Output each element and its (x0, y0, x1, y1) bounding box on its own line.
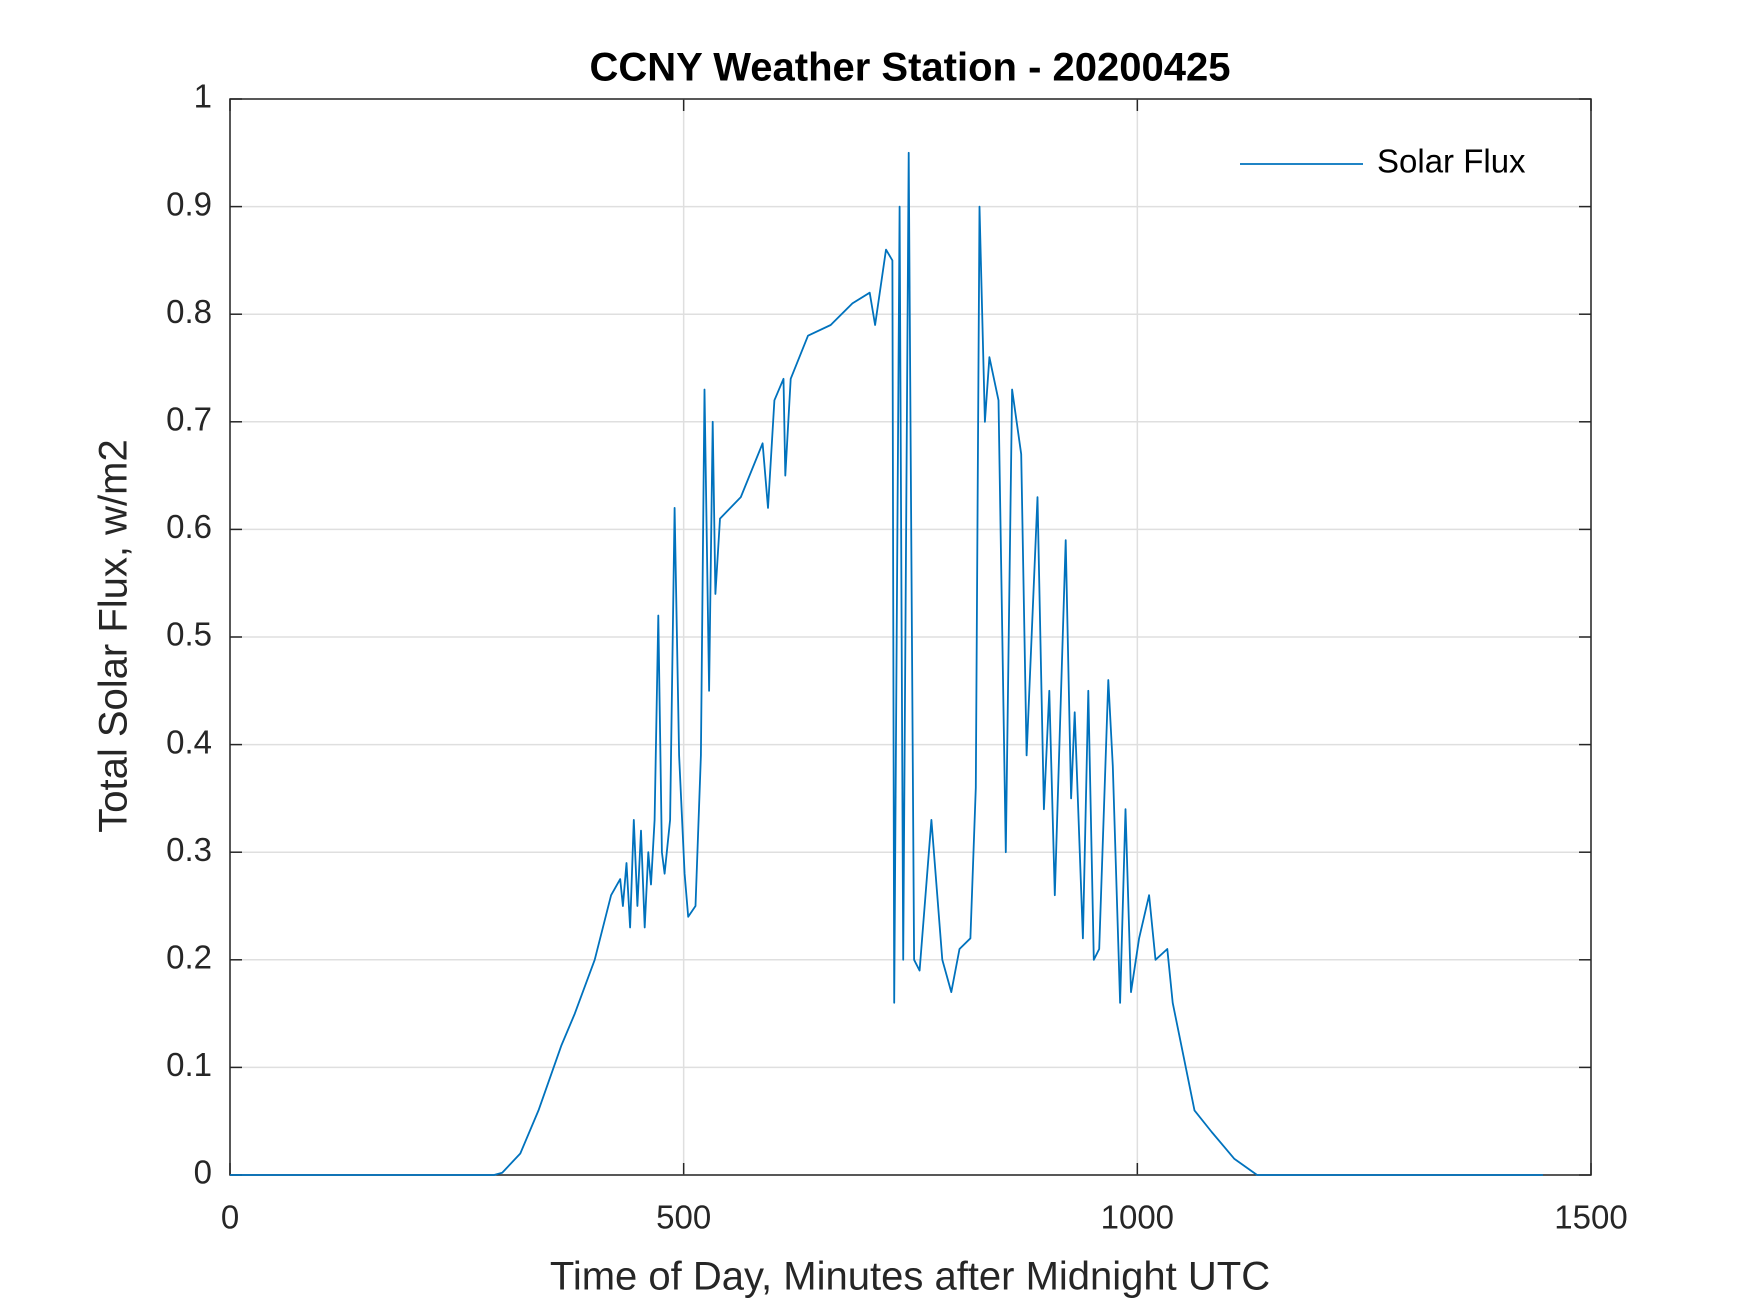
y-tick-label: 0.2 (166, 939, 212, 976)
x-tick-label: 1000 (1101, 1199, 1174, 1236)
y-tick-label: 0.4 (166, 723, 212, 760)
y-tick-label: 0.8 (166, 293, 212, 330)
y-tick-label: 0 (194, 1154, 212, 1191)
y-tick-label: 0.9 (166, 185, 212, 222)
y-tick-label: 0.6 (166, 508, 212, 545)
legend-label: Solar Flux (1377, 143, 1526, 180)
y-axis-label: Total Solar Flux, w/m2 (92, 439, 136, 832)
plot-frame (229, 98, 1592, 1176)
x-tick-label: 1500 (1554, 1199, 1627, 1236)
y-tick-label: 1 (194, 78, 212, 115)
x-axis-label: Time of Day, Minutes after Midnight UTC (550, 1255, 1270, 1299)
x-tick-label: 500 (656, 1199, 711, 1236)
y-tick-label: 0.7 (166, 401, 212, 438)
chart-title: CCNY Weather Station - 20200425 (590, 46, 1231, 90)
data-line (230, 151, 1543, 1176)
y-tick-label: 0.5 (166, 616, 212, 653)
x-tick-label: 0 (221, 1199, 239, 1236)
y-tick-label: 0.1 (166, 1046, 212, 1083)
y-tick-label: 0.3 (166, 831, 212, 868)
